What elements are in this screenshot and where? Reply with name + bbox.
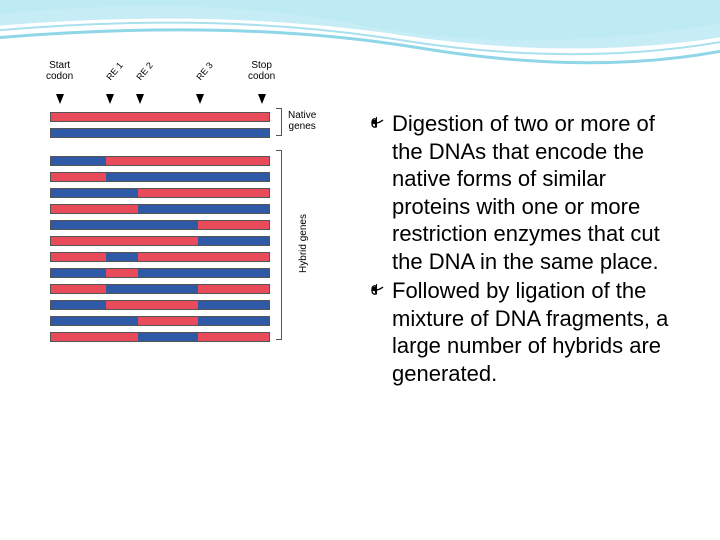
slide-content: Start codon RE 1 RE 2 RE 3 Stop codon Na… <box>0 0 720 409</box>
gene-segment <box>51 253 106 261</box>
gene-segment <box>51 221 198 229</box>
gene-bar <box>50 268 270 278</box>
gene-segment <box>106 173 270 181</box>
gene-segment <box>198 285 269 293</box>
gene-segment <box>106 285 198 293</box>
gene-bar <box>50 204 270 214</box>
label-hybrid-genes: Hybrid genes <box>298 214 309 273</box>
gene-segment <box>51 237 198 245</box>
gene-bar <box>50 284 270 294</box>
gene-bar <box>50 188 270 198</box>
gene-segment <box>51 189 138 197</box>
gene-segment <box>138 189 269 197</box>
bullet-icon <box>370 116 386 130</box>
gene-segment <box>51 301 106 309</box>
gene-segment <box>106 301 198 309</box>
down-arrow-icon <box>258 94 266 104</box>
gene-segment <box>51 317 138 325</box>
gene-bar <box>50 316 270 326</box>
gene-bar <box>50 112 270 122</box>
label-stop-codon: Stop codon <box>248 60 275 82</box>
gene-segment <box>198 301 269 309</box>
gene-segment <box>198 237 269 245</box>
label-start-codon: Start codon <box>46 60 73 82</box>
gene-segment <box>138 333 197 341</box>
gene-bar <box>50 300 270 310</box>
label-re2: RE 2 <box>134 60 155 82</box>
bracket-native <box>276 108 282 136</box>
gene-bar <box>50 332 270 342</box>
gene-bar <box>50 252 270 262</box>
bullet-1: Digestion of two or more of the DNAs tha… <box>370 110 690 275</box>
down-arrow-icon <box>56 94 64 104</box>
gene-segment <box>138 205 269 213</box>
bullet-2-text: Followed by ligation of the mixture of D… <box>392 278 668 386</box>
gene-segment <box>138 269 269 277</box>
gene-segment <box>51 333 138 341</box>
gene-segment <box>51 129 269 137</box>
gene-segment <box>51 113 269 121</box>
label-re3: RE 3 <box>194 60 215 82</box>
down-arrow-icon <box>196 94 204 104</box>
label-re1: RE 1 <box>104 60 125 82</box>
gene-segment <box>138 253 269 261</box>
gene-bar <box>50 236 270 246</box>
text-column: Digestion of two or more of the DNAs tha… <box>360 20 690 389</box>
arrow-row <box>50 94 360 110</box>
bullet-2: Followed by ligation of the mixture of D… <box>370 277 690 387</box>
gene-segment <box>106 253 139 261</box>
gene-segment <box>51 285 106 293</box>
bullet-1-text: Digestion of two or more of the DNAs tha… <box>392 111 660 274</box>
down-arrow-icon <box>106 94 114 104</box>
gene-bar <box>50 220 270 230</box>
gene-segment <box>198 221 269 229</box>
gene-segment <box>51 269 106 277</box>
gene-segment <box>198 333 269 341</box>
bracket-hybrid <box>276 150 282 340</box>
gene-diagram: Start codon RE 1 RE 2 RE 3 Stop codon Na… <box>50 20 360 389</box>
bullet-icon <box>370 283 386 297</box>
hybrid-gene-bars <box>50 156 360 342</box>
gene-bar <box>50 172 270 182</box>
top-labels: Start codon RE 1 RE 2 RE 3 Stop codon <box>50 50 360 90</box>
down-arrow-icon <box>136 94 144 104</box>
gene-segment <box>51 205 138 213</box>
gene-bar <box>50 128 270 138</box>
label-native-genes: Native genes <box>288 110 316 132</box>
gene-segment <box>106 157 270 165</box>
gene-segment <box>51 157 106 165</box>
gene-segment <box>51 173 106 181</box>
gene-segment <box>138 317 197 325</box>
gene-segment <box>198 317 269 325</box>
gene-segment <box>106 269 139 277</box>
gene-bar <box>50 156 270 166</box>
